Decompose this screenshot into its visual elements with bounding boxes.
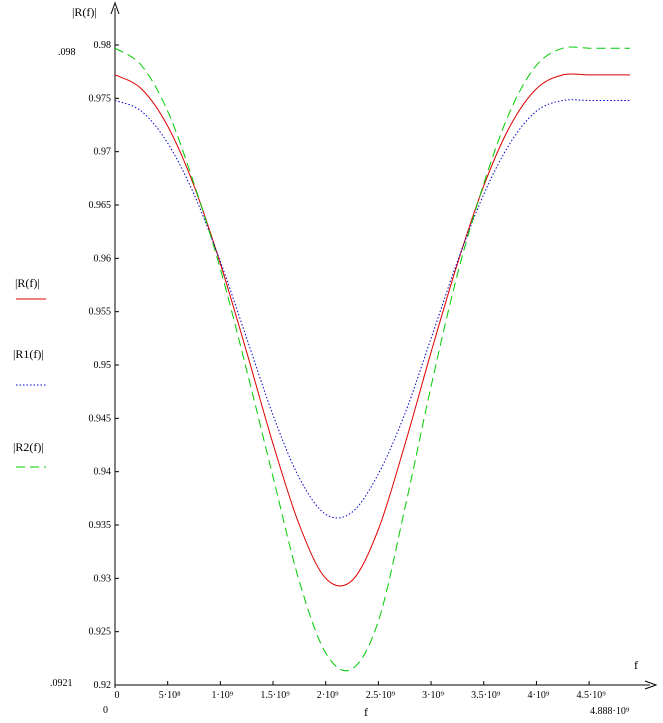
y-tick-label: 0.935 — [89, 520, 112, 531]
legend: |R(f)| |R1(f)| |R2(f)| — [13, 276, 46, 468]
x-axis-label: f — [634, 658, 638, 672]
y-tick-label: 0.93 — [94, 573, 112, 584]
y-tick-label: 0.955 — [89, 307, 112, 318]
y-axis-arrow — [110, 1, 120, 15]
x-tick-label: 3.5·10⁹ — [471, 690, 501, 701]
y-tick-label: 0.97 — [94, 147, 112, 158]
x-tick-label: 5·10⁸ — [159, 690, 181, 701]
y-tick-label: 0.965 — [89, 200, 112, 211]
x-tick-label: 3·10⁹ — [422, 690, 444, 701]
legend-label-r: |R(f)| — [15, 276, 40, 290]
y-tick-label: 0.96 — [94, 253, 112, 264]
y-tick-label: 0.92 — [94, 680, 112, 691]
series-line-2 — [114, 99, 630, 519]
x-tick-label: 2·10⁹ — [317, 690, 339, 701]
series-line-3 — [114, 46, 630, 672]
series-line-1 — [114, 73, 630, 587]
x-tick-label: 0 — [115, 690, 120, 701]
x-ticks: 0 5·10⁸ 1·10⁹ 1.5·10⁹ 2·10⁹ 2.5·10⁹ 3·10⁹ 3.5·1… — [114, 681, 606, 701]
axes — [110, 1, 658, 690]
x-tick-label: 1.5·10⁹ — [260, 690, 290, 701]
y-tick-label: 0.94 — [94, 467, 112, 478]
x-tick-label: 2.5·10⁹ — [366, 690, 396, 701]
y-ticks: 0.92 0.925 0.93 0.935 0.94 0.945 0.95 0.955 0.96… — [89, 40, 119, 691]
x-axis-arrow — [644, 680, 658, 690]
legend-label-r2: |R2(f)| — [13, 440, 44, 454]
y-min-readout: .0921 — [50, 678, 73, 689]
x-max-readout: 4.888·10⁹ — [590, 706, 630, 717]
y-tick-label: 0.975 — [89, 93, 112, 104]
y-tick-label: 0.925 — [89, 627, 112, 638]
y-tick-label: 0.945 — [89, 413, 112, 424]
y-tick-label: 0.95 — [94, 360, 112, 371]
legend-label-r1: |R1(f)| — [13, 347, 44, 361]
x-tick-label: 4.5·10⁹ — [576, 690, 606, 701]
x-tick-label: 4·10⁹ — [528, 690, 550, 701]
y-axis-label: |R(f)| — [72, 5, 97, 19]
x-tick-label: 1·10⁹ — [211, 690, 233, 701]
x-axis-label-bottom: f — [364, 705, 368, 719]
y-tick-label: 0.98 — [94, 40, 112, 51]
x-min-readout: 0 — [103, 705, 108, 716]
series-group — [114, 46, 630, 672]
y-max-readout: .098 — [58, 47, 76, 58]
